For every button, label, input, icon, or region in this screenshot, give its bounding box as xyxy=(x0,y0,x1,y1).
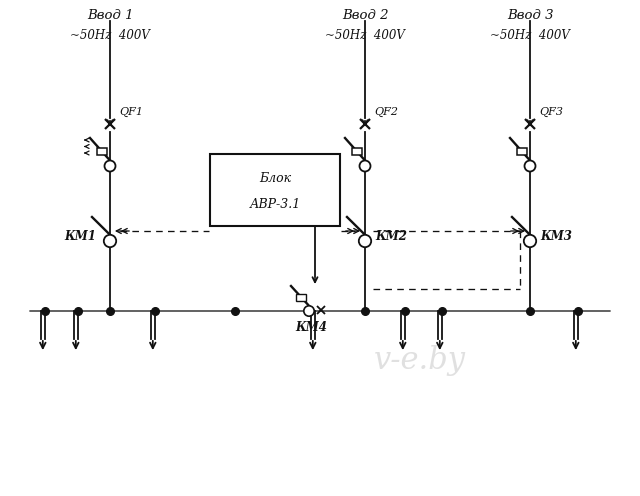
Text: ~50Hz  400V: ~50Hz 400V xyxy=(490,29,570,42)
Circle shape xyxy=(525,161,536,172)
Bar xyxy=(351,147,362,155)
Circle shape xyxy=(104,235,116,247)
Text: QF3: QF3 xyxy=(539,107,563,117)
Text: QF2: QF2 xyxy=(374,107,398,117)
Bar xyxy=(296,294,307,301)
Text: v-e.by: v-e.by xyxy=(374,346,466,376)
Text: Ввод 1: Ввод 1 xyxy=(87,9,133,22)
Text: Ввод 2: Ввод 2 xyxy=(342,9,388,22)
Text: КМ3: КМ3 xyxy=(540,230,572,243)
Text: Блок: Блок xyxy=(259,172,291,185)
Text: QF1: QF1 xyxy=(119,107,143,117)
Text: ~50Hz  400V: ~50Hz 400V xyxy=(325,29,405,42)
Text: КМ4: КМ4 xyxy=(295,321,327,334)
Bar xyxy=(97,147,107,155)
Bar xyxy=(210,154,340,226)
Circle shape xyxy=(359,235,371,247)
Text: ~50Hz  400V: ~50Hz 400V xyxy=(70,29,150,42)
Text: КМ2: КМ2 xyxy=(375,230,407,243)
Circle shape xyxy=(304,306,314,316)
Circle shape xyxy=(524,235,536,247)
Text: КМ1: КМ1 xyxy=(64,230,96,243)
Bar xyxy=(516,147,527,155)
Text: Ввод 3: Ввод 3 xyxy=(507,9,553,22)
Circle shape xyxy=(360,161,371,172)
Text: АВР-3.1: АВР-3.1 xyxy=(250,198,301,211)
Circle shape xyxy=(104,161,115,172)
